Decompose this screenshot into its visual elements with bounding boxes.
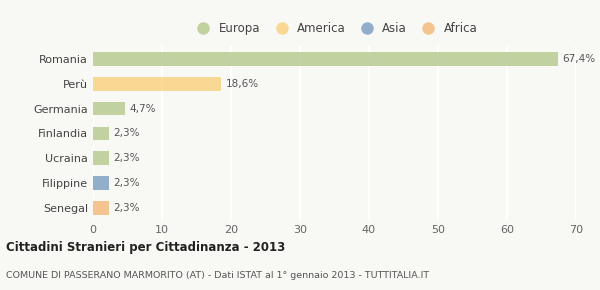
Text: 2,3%: 2,3%	[113, 178, 140, 188]
Text: COMUNE DI PASSERANO MARMORITO (AT) - Dati ISTAT al 1° gennaio 2013 - TUTTITALIA.: COMUNE DI PASSERANO MARMORITO (AT) - Dat…	[6, 271, 429, 280]
Bar	[93, 176, 109, 190]
Text: Cittadini Stranieri per Cittadinanza - 2013: Cittadini Stranieri per Cittadinanza - 2…	[6, 241, 285, 254]
Text: 2,3%: 2,3%	[113, 203, 140, 213]
Legend: Europa, America, Asia, Africa: Europa, America, Asia, Africa	[189, 19, 480, 37]
Text: 18,6%: 18,6%	[226, 79, 259, 89]
Bar	[93, 201, 109, 215]
Text: 2,3%: 2,3%	[113, 128, 140, 138]
Bar	[93, 102, 125, 115]
Text: 2,3%: 2,3%	[113, 153, 140, 163]
Text: 4,7%: 4,7%	[130, 104, 156, 114]
Bar	[93, 126, 109, 140]
Bar	[93, 77, 221, 90]
Text: 67,4%: 67,4%	[562, 54, 595, 64]
Bar	[93, 52, 558, 66]
Bar	[93, 151, 109, 165]
